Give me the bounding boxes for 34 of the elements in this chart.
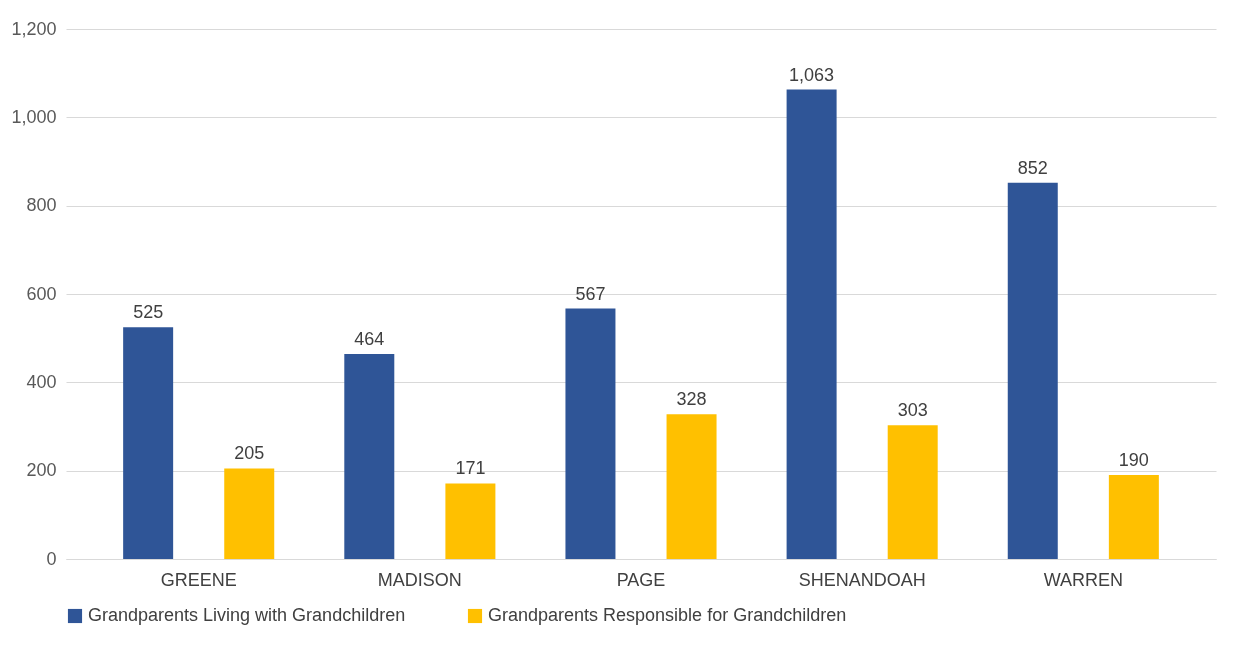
x-tick-label: PAGE: [616, 569, 666, 590]
bar: [224, 468, 275, 559]
bar: [123, 327, 174, 559]
bar: [887, 425, 938, 559]
bar: [445, 483, 496, 559]
y-tick-label: 1,000: [11, 106, 57, 127]
x-tick-label: MADISON: [377, 569, 462, 590]
y-tick-label: 0: [46, 548, 57, 569]
y-tick-label: 400: [26, 371, 57, 392]
data-label: 567: [575, 283, 606, 304]
data-label: 1,063: [789, 64, 835, 85]
y-tick-label: 600: [26, 283, 57, 304]
legend-label: Grandparents Living with Grandchildren: [88, 605, 406, 625]
x-tick-label: GREENE: [160, 569, 237, 590]
data-label: 464: [354, 329, 385, 350]
x-tick-label: SHENANDOAH: [798, 569, 926, 590]
data-label: 190: [1118, 450, 1149, 471]
bar: [344, 354, 395, 559]
legend-label: Grandparents Responsible for Grandchildren: [488, 605, 847, 625]
bar: [1007, 182, 1058, 559]
x-tick-label: WARREN: [1043, 569, 1123, 590]
data-label: 205: [234, 443, 265, 464]
data-label: 303: [897, 400, 928, 421]
bar: [786, 89, 837, 559]
bar: [666, 414, 717, 559]
data-label: 171: [455, 458, 486, 479]
data-label: 525: [133, 302, 164, 323]
data-label: 328: [676, 389, 707, 410]
data-label: 852: [1017, 157, 1048, 178]
bar: [565, 308, 616, 559]
y-tick-label: 1,200: [11, 18, 57, 39]
bar: [1108, 475, 1159, 559]
y-tick-label: 200: [26, 460, 57, 481]
y-tick-label: 800: [26, 195, 57, 216]
